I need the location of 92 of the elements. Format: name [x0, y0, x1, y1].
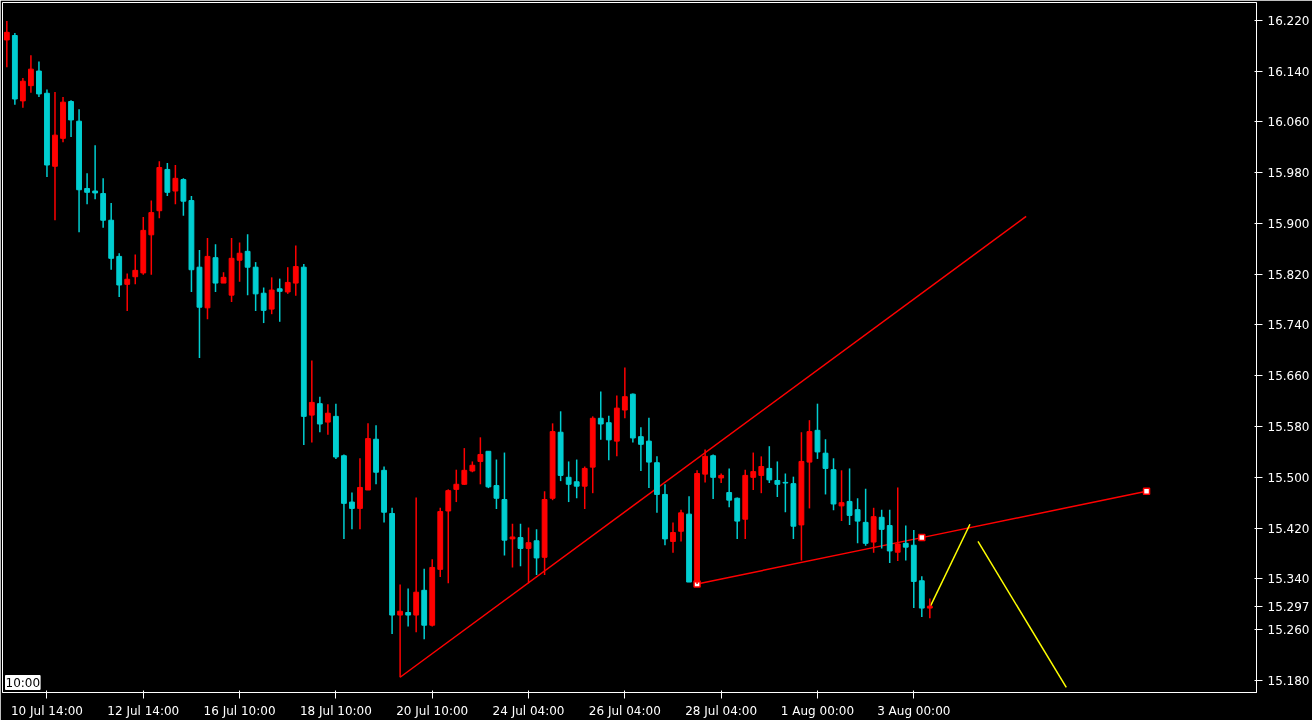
candlestick [132, 253, 139, 286]
y-tick-label: 15.580 [1267, 420, 1310, 435]
candlestick [846, 467, 853, 526]
candlestick [814, 402, 821, 460]
y-tick-label: 15.660 [1267, 369, 1310, 384]
x-tick-label: 3 Aug 00:00 [877, 703, 951, 718]
candlestick [670, 521, 676, 554]
candlestick [19, 77, 26, 109]
point [1142, 487, 1151, 496]
candlestick [28, 54, 34, 94]
candlestick [678, 508, 684, 543]
candlestick [413, 496, 420, 633]
y-tick-label: 16.140 [1267, 64, 1310, 79]
candlestick [349, 491, 355, 531]
candlestick [597, 390, 604, 441]
candlestick [92, 144, 99, 201]
candlestick [637, 426, 644, 472]
x-tick-label: 16 Jul 10:00 [203, 703, 276, 718]
candlestick [605, 414, 612, 461]
candlestick [509, 522, 516, 569]
y-tick-label: 16.060 [1267, 115, 1310, 130]
y-tick-label: 15.340 [1267, 572, 1310, 587]
y-tick-label: 15.980 [1267, 166, 1310, 181]
candlestick [324, 403, 331, 436]
candlestick [702, 448, 709, 484]
candlestick [84, 172, 90, 206]
candlestick [180, 177, 187, 217]
candlestick [284, 266, 291, 295]
candlestick [902, 524, 909, 562]
candlestick [734, 496, 741, 540]
candlestick [68, 99, 74, 138]
y-tick-label: 15.900 [1267, 216, 1310, 231]
candlestick [862, 487, 869, 547]
candlestick [164, 162, 171, 197]
candlestick [453, 468, 460, 503]
candlestick [766, 445, 773, 484]
candlestick [236, 241, 243, 283]
candlestick [405, 587, 412, 628]
candlestick [244, 233, 251, 296]
candlestick [750, 451, 757, 491]
candlestick [525, 526, 532, 585]
y-tick-label: 15.820 [1267, 267, 1310, 282]
candlestick [292, 244, 299, 297]
x-tick-label: 20 Jul 10:00 [396, 703, 469, 718]
x-tick-label: 10 Jul 14:00 [10, 703, 83, 718]
candlestick [878, 508, 885, 550]
y-tick-label: 15.297 [1267, 599, 1310, 614]
candlestick [621, 366, 628, 420]
candlestick [172, 164, 179, 206]
candlestick [517, 522, 524, 567]
candlestick [308, 359, 315, 444]
candlestick [533, 528, 540, 576]
candlestick [148, 199, 155, 276]
candlestick [124, 272, 131, 312]
point [918, 533, 926, 542]
x-tick-label: 28 Jul 04:00 [685, 703, 758, 718]
candlestick [581, 465, 588, 510]
y-tick-label: 15.500 [1267, 470, 1310, 485]
x-tick-label: 12 Jul 14:00 [107, 703, 180, 718]
candlestick [774, 460, 781, 498]
candlestick [565, 460, 572, 503]
x-tick-label: 1 Aug 00:00 [780, 703, 855, 718]
y-tick-label: 15.260 [1267, 623, 1310, 638]
candlestick [726, 467, 733, 508]
candlestick [316, 395, 323, 433]
candlestick [276, 277, 283, 323]
candlestick [758, 455, 765, 494]
y-tick-label: 15.740 [1267, 318, 1310, 333]
candlestick [357, 457, 363, 531]
candlestick [268, 276, 275, 315]
candlestick [822, 438, 829, 496]
x-tick-label: 24 Jul 04:00 [492, 703, 565, 718]
candlestick [710, 453, 717, 500]
candlestick [36, 60, 42, 98]
candlestick [3, 20, 10, 68]
candlestick [573, 458, 580, 500]
annotation: 10:00 [5, 675, 41, 690]
candlestick [926, 597, 933, 619]
y-tick-label: 15.420 [1267, 521, 1310, 536]
x-tick-label: 26 Jul 04:00 [588, 703, 661, 718]
candlestick [854, 497, 861, 545]
y-tick-label: 16.220 [1267, 13, 1310, 28]
candlestick [461, 447, 468, 486]
candlestick [445, 488, 452, 585]
candlestick [838, 469, 845, 522]
candlestick [493, 458, 500, 510]
x-tick-label: 18 Jul 10:00 [299, 703, 372, 718]
candlestick [782, 472, 789, 513]
y-tick-label: 15.180 [1267, 673, 1310, 688]
candlestick [260, 286, 267, 324]
candlestick [646, 416, 652, 489]
candlestick [477, 436, 484, 486]
